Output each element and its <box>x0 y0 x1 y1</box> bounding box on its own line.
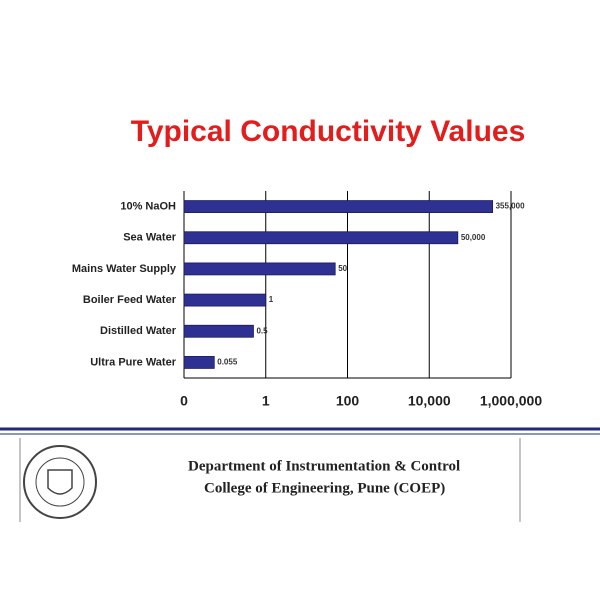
x-tick-label: 1 <box>262 393 270 409</box>
value-label: 355,000 <box>496 202 525 211</box>
y-tick-label: 10% NaOH <box>120 200 176 212</box>
bar <box>183 262 336 276</box>
x-tick-label: 10,000 <box>408 393 451 409</box>
y-tick-label: Distilled Water <box>100 325 177 337</box>
logo <box>23 445 97 519</box>
chart-title: Typical Conductivity Values <box>131 115 526 148</box>
bar <box>183 324 254 338</box>
bar <box>183 200 494 213</box>
value-label: 0.055 <box>217 358 238 367</box>
x-tick-label: 100 <box>336 393 360 409</box>
value-label: 0.5 <box>256 326 268 335</box>
value-label: 50,000 <box>461 233 486 242</box>
bar <box>183 356 215 369</box>
y-tick-label: Sea Water <box>123 232 177 244</box>
y-tick-label: Ultra Pure Water <box>90 356 177 368</box>
bar <box>183 293 267 307</box>
bar <box>183 231 459 245</box>
x-tick-label: 0 <box>180 393 188 409</box>
x-tick-label: 1,000,000 <box>480 393 542 409</box>
footer-text: College of Engineering, Pune (COEP) <box>204 480 445 496</box>
y-tick-label: Mains Water Supply <box>72 263 177 275</box>
value-label: 1 <box>269 295 274 304</box>
value-label: 50 <box>338 264 347 273</box>
y-tick-label: Boiler Feed Water <box>83 294 177 306</box>
footer-text: Department of Instrumentation & Control <box>188 458 460 474</box>
